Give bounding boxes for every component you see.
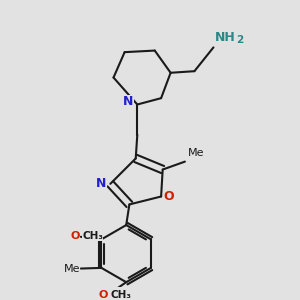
Text: Me: Me [63, 263, 80, 274]
Text: 2: 2 [236, 35, 243, 46]
Text: O: O [98, 290, 108, 300]
Text: O: O [70, 231, 80, 241]
Text: N: N [96, 177, 106, 190]
Text: O: O [164, 190, 174, 203]
Text: CH₃: CH₃ [82, 231, 103, 241]
Text: NH: NH [215, 31, 236, 44]
Text: CH₃: CH₃ [110, 290, 131, 300]
Text: N: N [123, 95, 134, 109]
Text: Me: Me [188, 148, 205, 158]
